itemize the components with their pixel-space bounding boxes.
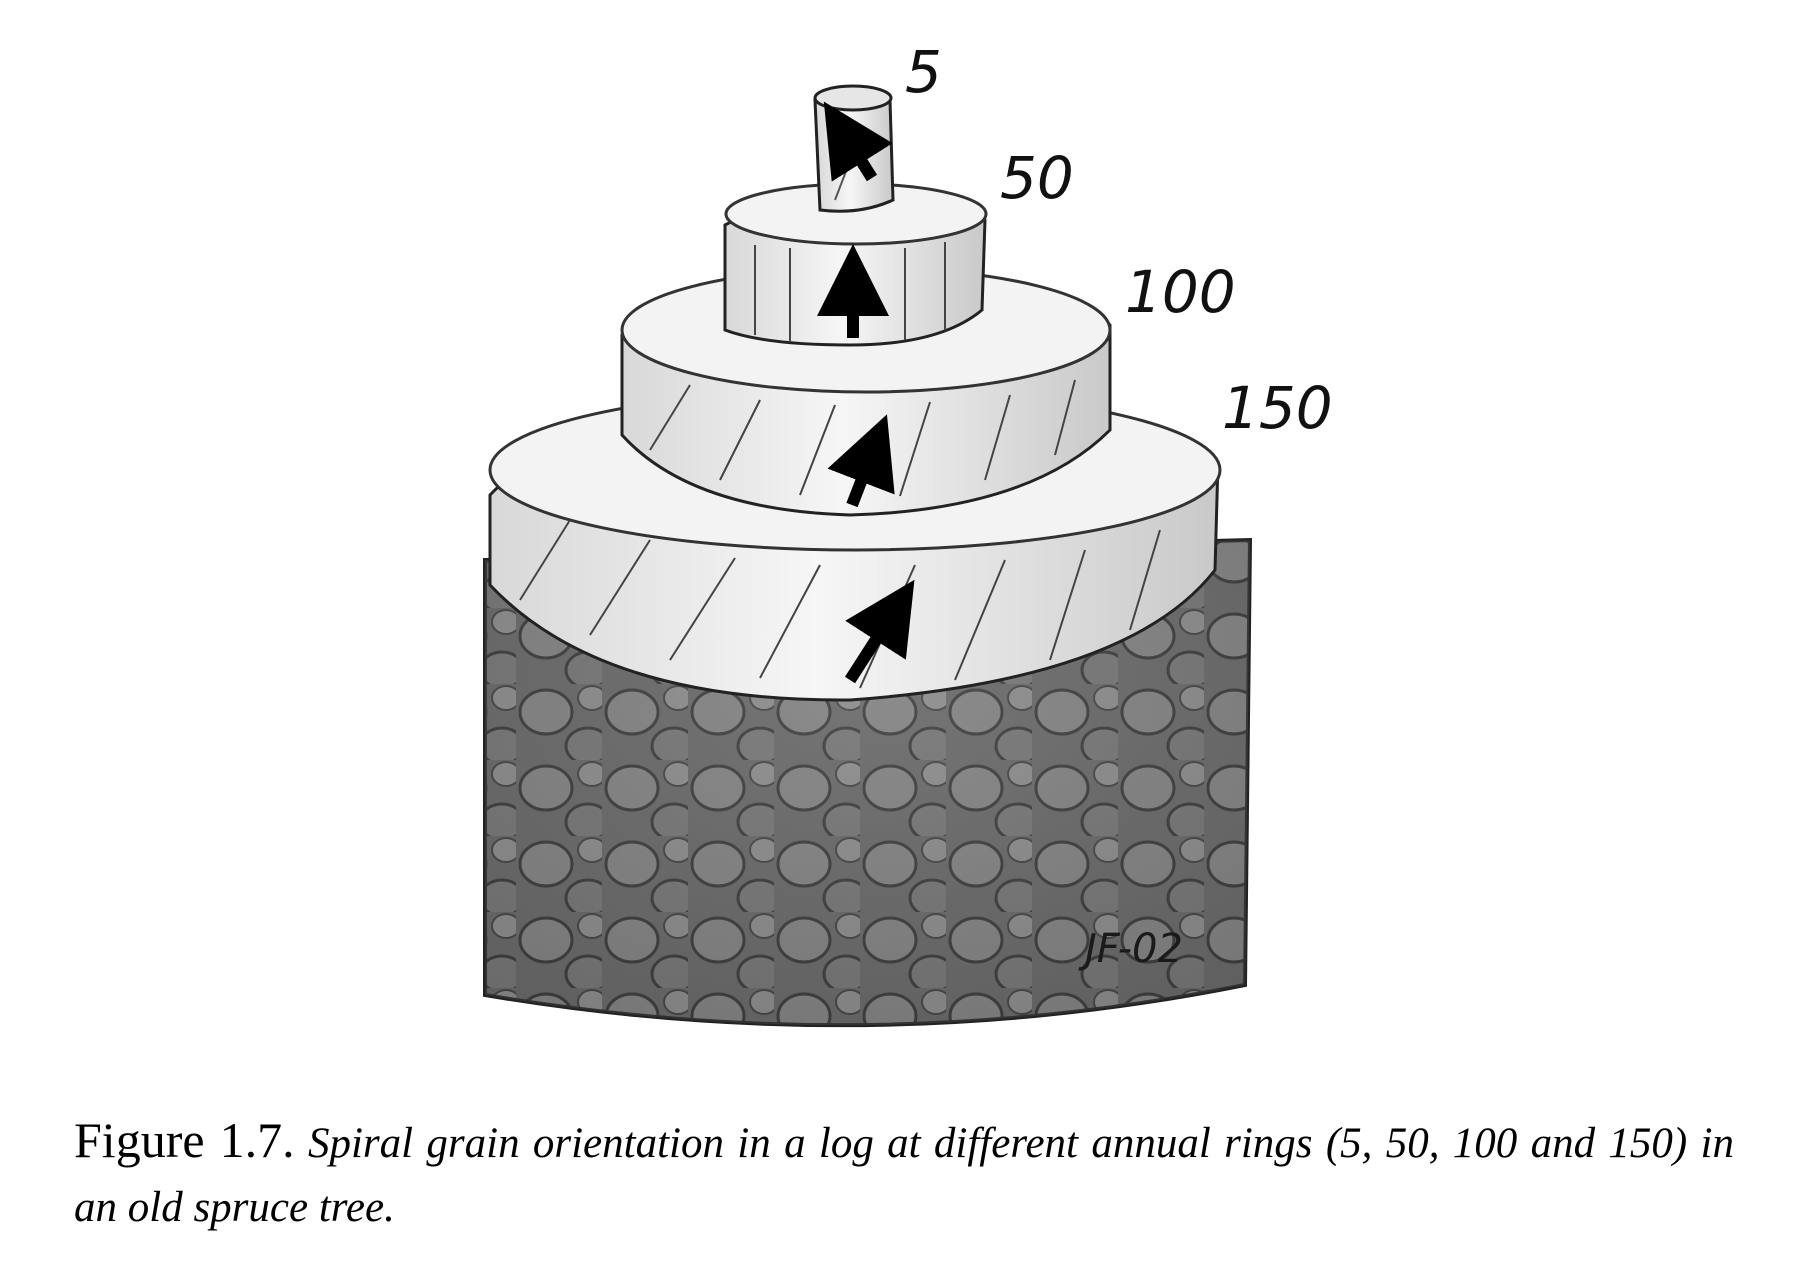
grain-arrow-100 xyxy=(827,414,895,508)
ring-label-100: 100 xyxy=(1125,258,1236,326)
figure-caption: Figure 1.7. Spiral grain orientation in … xyxy=(74,1108,1734,1240)
tier-ring-50 xyxy=(723,182,988,347)
tier-ring-5 xyxy=(813,84,895,213)
ring-label-5: 5 xyxy=(905,38,942,106)
caption-number: Figure 1.7. xyxy=(74,1112,295,1168)
grain-arrow-5 xyxy=(823,101,893,182)
ring-label-50: 50 xyxy=(1000,144,1074,212)
caption-text: Spiral grain orientation in a log at dif… xyxy=(74,1120,1734,1231)
grain-arrow-150 xyxy=(844,579,915,684)
ring-label-150: 150 xyxy=(1222,374,1333,442)
artist-signature: JF-02 xyxy=(1078,926,1183,972)
